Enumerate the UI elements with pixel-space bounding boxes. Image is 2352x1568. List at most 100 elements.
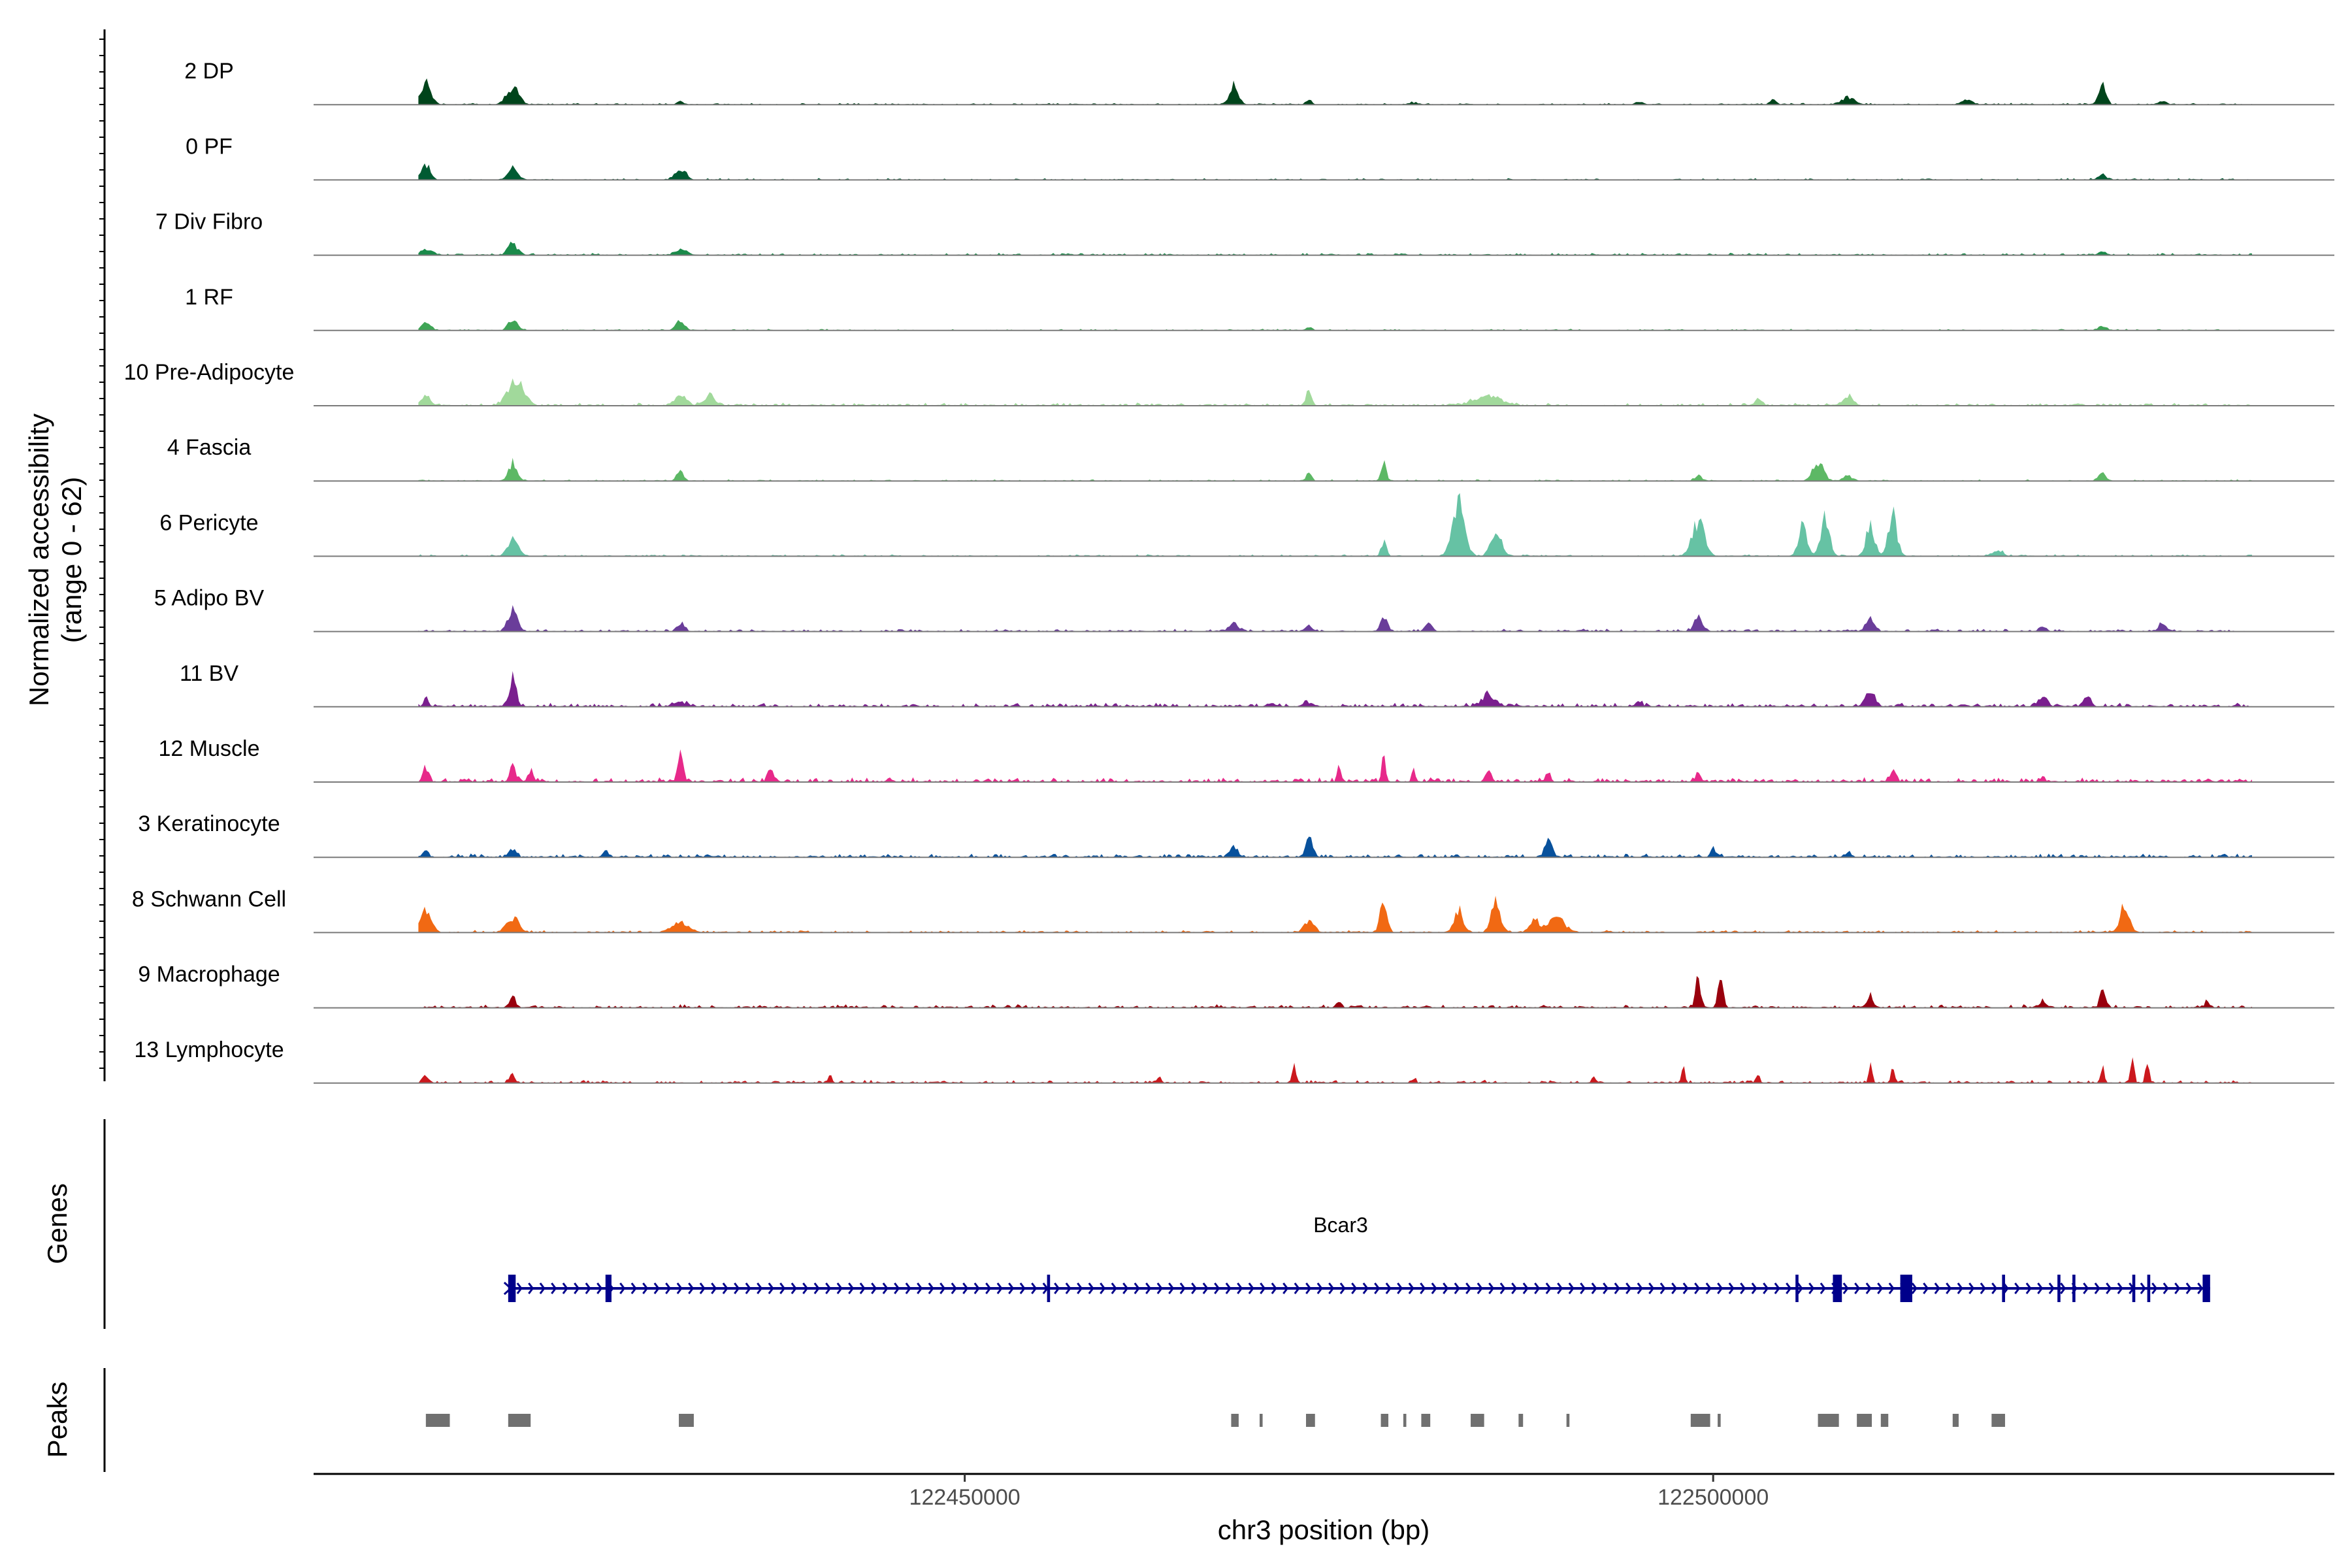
track-10-pre-adipocyte: 10 Pre-Adipocyte: [124, 360, 2334, 406]
strand-arrow: [1614, 1282, 1620, 1294]
track-label: 2 DP: [184, 59, 234, 84]
strand-arrow: [2037, 1282, 2044, 1294]
strand-arrow: [1248, 1282, 1254, 1294]
gene-exon: [1900, 1275, 1912, 1302]
track-11-bv: 11 BV: [180, 661, 2334, 708]
strand-arrow: [1957, 1282, 1963, 1294]
strand-arrow: [1591, 1282, 1597, 1294]
strand-arrow: [619, 1282, 626, 1294]
strand-arrow: [2140, 1282, 2146, 1294]
strand-arrow: [1557, 1282, 1563, 1294]
strand-arrow: [1968, 1282, 1975, 1294]
track-7-div-fibro: 7 Div Fibro: [155, 210, 2334, 256]
strand-arrow: [1534, 1282, 1541, 1294]
peak-region: [679, 1414, 694, 1427]
strand-arrow: [2185, 1282, 2192, 1294]
strand-arrow: [1717, 1282, 1723, 1294]
strand-arrow: [1763, 1282, 1769, 1294]
strand-arrow: [1214, 1282, 1220, 1294]
track-5-adipo-bv: 5 Adipo BV: [154, 586, 2334, 632]
strand-arrow: [1980, 1282, 1986, 1294]
strand-arrow: [1339, 1282, 1346, 1294]
strand-arrow: [1225, 1282, 1232, 1294]
strand-arrow: [859, 1282, 866, 1294]
track-12-muscle: 12 Muscle: [159, 736, 2334, 783]
strand-arrow: [1477, 1282, 1483, 1294]
strand-arrow: [1648, 1282, 1655, 1294]
strand-arrow: [1054, 1282, 1060, 1294]
peaks-axis-label: Peaks: [42, 1382, 73, 1458]
x-axis-label: chr3 position (bp): [1218, 1514, 1430, 1545]
strand-arrow: [1499, 1282, 1506, 1294]
strand-arrow: [917, 1282, 923, 1294]
strand-arrow: [1088, 1282, 1094, 1294]
strand-arrow: [1659, 1282, 1666, 1294]
strand-arrow: [1786, 1282, 1792, 1294]
track-label: 6 Pericyte: [159, 510, 258, 535]
strand-arrow: [1420, 1282, 1426, 1294]
strand-arrow: [699, 1282, 706, 1294]
strand-arrow: [1443, 1282, 1449, 1294]
peak-region: [1718, 1414, 1721, 1427]
strand-arrow: [1911, 1282, 1918, 1294]
track-label: 0 PF: [186, 134, 233, 159]
track-3-keratinocyte: 3 Keratinocyte: [138, 811, 2334, 858]
strand-arrow: [779, 1282, 786, 1294]
strand-arrow: [1946, 1282, 1952, 1294]
strand-arrow: [768, 1282, 774, 1294]
peak-region: [1518, 1414, 1524, 1427]
y-axis-label-line-1: Normalized accessibility: [24, 414, 54, 706]
peak-region: [1403, 1414, 1407, 1427]
strand-arrow: [1328, 1282, 1335, 1294]
gene-exon: [2202, 1275, 2210, 1302]
track-label: 1 RF: [185, 285, 233, 310]
strand-arrow: [1545, 1282, 1552, 1294]
strand-arrow: [2117, 1282, 2123, 1294]
strand-arrow: [711, 1282, 717, 1294]
track-label: 10 Pre-Adipocyte: [124, 360, 295, 385]
strand-arrow: [1820, 1282, 1826, 1294]
track-13-lymphocyte: 13 Lymphocyte: [134, 1037, 2334, 1084]
strand-arrow: [1740, 1282, 1746, 1294]
strand-arrow: [562, 1282, 568, 1294]
peak-region: [1306, 1414, 1315, 1427]
strand-arrow: [1134, 1282, 1140, 1294]
strand-arrow: [1122, 1282, 1129, 1294]
strand-arrow: [836, 1282, 843, 1294]
genes-panel: Genes Bcar3: [42, 1119, 2210, 1329]
strand-arrow: [1865, 1282, 1872, 1294]
strand-arrow: [848, 1282, 855, 1294]
strand-arrow: [1260, 1282, 1266, 1294]
y-axis-label-line-2: (range 0 - 62): [56, 477, 87, 643]
track-2-dp: 2 DP: [184, 59, 2334, 106]
strand-arrow: [1671, 1282, 1678, 1294]
strand-arrow: [1877, 1282, 1884, 1294]
track-label: 12 Muscle: [159, 736, 260, 761]
strand-arrow: [1522, 1282, 1529, 1294]
strand-arrow: [1168, 1282, 1175, 1294]
strand-arrow: [734, 1282, 740, 1294]
coverage-tracks: 2 DP 0 PF 7 Div Fibro 1 RF 10 Pre-Adipocyte 4…: [124, 59, 2334, 1084]
peak-region: [1880, 1414, 1889, 1427]
strand-arrow: [596, 1282, 603, 1294]
strand-arrow: [2083, 1282, 2089, 1294]
peak-region: [1231, 1414, 1239, 1427]
gene-exon: [2132, 1275, 2136, 1302]
gene-exon: [2002, 1275, 2005, 1302]
track-label: 8 Schwann Cell: [132, 887, 286, 911]
strand-arrow: [2025, 1282, 2032, 1294]
strand-arrow: [630, 1282, 637, 1294]
peak-region: [1952, 1414, 1959, 1427]
strand-arrow: [1728, 1282, 1735, 1294]
gene-exon: [508, 1275, 516, 1302]
strand-arrow: [1694, 1282, 1701, 1294]
strand-arrow: [996, 1282, 1003, 1294]
strand-arrow: [1305, 1282, 1312, 1294]
strand-arrow: [825, 1282, 832, 1294]
peak-region: [1471, 1414, 1484, 1427]
track-1-rf: 1 RF: [185, 285, 2334, 331]
strand-arrow: [1431, 1282, 1437, 1294]
strand-arrow: [928, 1282, 934, 1294]
strand-arrow: [1100, 1282, 1106, 1294]
track-label: 9 Macrophage: [138, 962, 280, 987]
